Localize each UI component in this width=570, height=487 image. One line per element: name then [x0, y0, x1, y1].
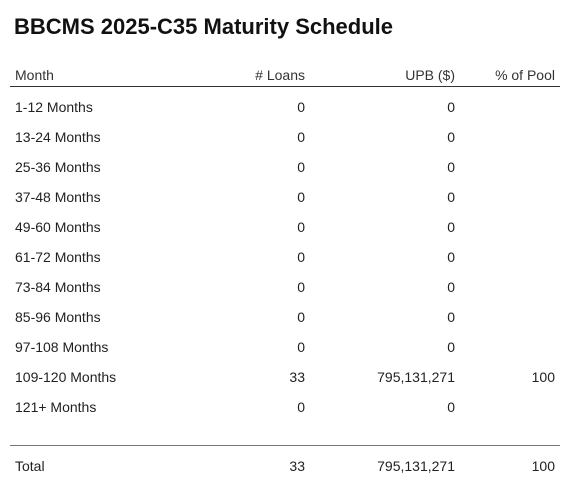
upb-cell: 0	[447, 309, 455, 325]
upb-cell: 0	[447, 249, 455, 265]
loans-cell: 0	[297, 399, 305, 415]
month-cell: 25-36 Months	[15, 159, 101, 175]
total-pct: 100	[531, 458, 555, 474]
column-header-upb: UPB ($)	[405, 67, 455, 83]
loans-cell: 0	[297, 129, 305, 145]
upb-cell: 795,131,271	[377, 369, 455, 385]
total-loans: 33	[289, 458, 305, 474]
month-cell: 85-96 Months	[15, 309, 101, 325]
month-cell: 109-120 Months	[15, 369, 117, 385]
page-title: BBCMS 2025-C35 Maturity Schedule	[14, 14, 393, 39]
month-cell: 49-60 Months	[15, 219, 101, 235]
upb-cell: 0	[447, 279, 455, 295]
table-row: 13-24 Months 0 0	[10, 122, 560, 152]
table-row: 61-72 Months 0 0	[10, 242, 560, 272]
loans-cell: 0	[297, 99, 305, 115]
total-upb: 795,131,271	[377, 458, 455, 474]
loans-cell: 0	[297, 219, 305, 235]
upb-cell: 0	[447, 219, 455, 235]
table-body: 1-12 Months 0 0 13-24 Months 0 0 25-36 M…	[10, 87, 560, 422]
month-cell: 73-84 Months	[15, 279, 101, 295]
loans-cell: 0	[297, 339, 305, 355]
upb-cell: 0	[447, 399, 455, 415]
pct-cell: 100	[531, 369, 555, 385]
table-row: 121+ Months 0 0	[10, 392, 560, 422]
month-cell: 1-12 Months	[15, 99, 93, 115]
loans-cell: 0	[297, 159, 305, 175]
table-row: 73-84 Months 0 0	[10, 272, 560, 302]
month-cell: 121+ Months	[15, 399, 97, 415]
table-row: 85-96 Months 0 0	[10, 302, 560, 332]
loans-cell: 33	[289, 369, 305, 385]
month-cell: 37-48 Months	[15, 189, 101, 205]
month-cell: 13-24 Months	[15, 129, 101, 145]
table-row: 25-36 Months 0 0	[10, 152, 560, 182]
upb-cell: 0	[447, 339, 455, 355]
column-header-pct: % of Pool	[495, 67, 555, 83]
total-label: Total	[15, 458, 45, 474]
table-row: 1-12 Months 0 0	[10, 92, 560, 122]
upb-cell: 0	[447, 99, 455, 115]
upb-cell: 0	[447, 129, 455, 145]
loans-cell: 0	[297, 249, 305, 265]
total-row: Total 33 795,131,271 100	[10, 445, 560, 486]
month-cell: 61-72 Months	[15, 249, 101, 265]
table-row: 97-108 Months 0 0	[10, 332, 560, 362]
table-header: Month # Loans UPB ($) % of Pool	[10, 64, 560, 87]
table-row: 37-48 Months 0 0	[10, 182, 560, 212]
month-cell: 97-108 Months	[15, 339, 109, 355]
table-row: 49-60 Months 0 0	[10, 212, 560, 242]
table-row: 109-120 Months 33 795,131,271 100	[10, 362, 560, 392]
maturity-table: Month # Loans UPB ($) % of Pool 1-12 Mon…	[10, 64, 560, 486]
loans-cell: 0	[297, 189, 305, 205]
table-spacer	[10, 422, 560, 445]
loans-cell: 0	[297, 309, 305, 325]
column-header-month: Month	[15, 67, 54, 83]
column-header-loans: # Loans	[255, 67, 305, 83]
upb-cell: 0	[447, 189, 455, 205]
upb-cell: 0	[447, 159, 455, 175]
loans-cell: 0	[297, 279, 305, 295]
